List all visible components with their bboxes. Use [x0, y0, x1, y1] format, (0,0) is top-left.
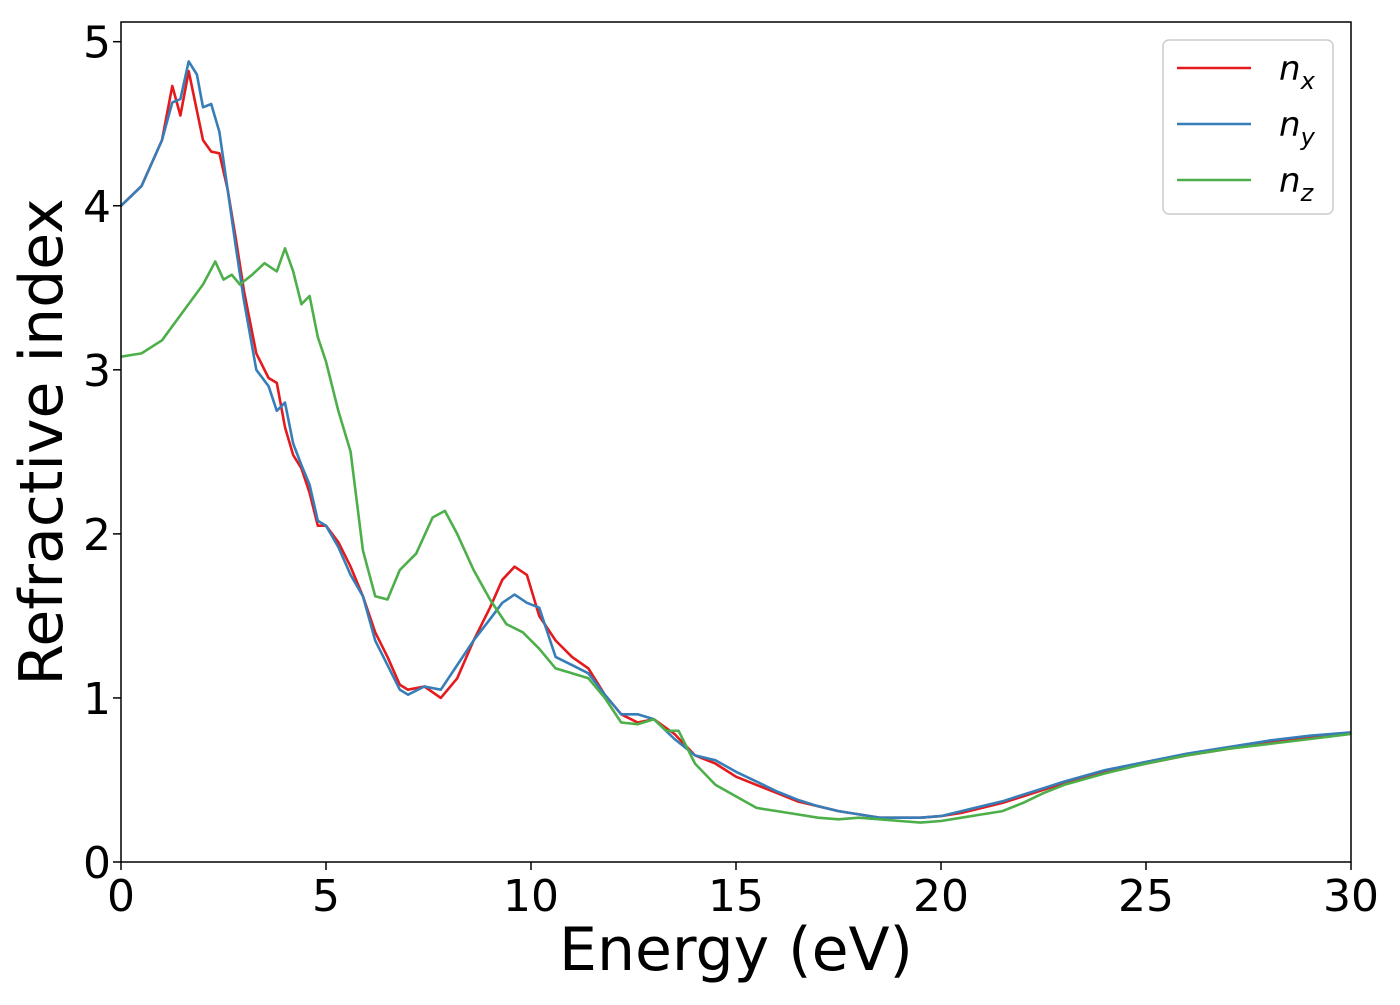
y-tick-label: 3 [83, 346, 111, 397]
y-tick-label: 2 [83, 510, 111, 561]
y-axis-ticks: 0 1 2 3 4 5 [83, 18, 121, 889]
y-tick-label: 4 [83, 182, 111, 233]
x-tick-label: 30 [1323, 871, 1379, 922]
y-tick-label: 1 [83, 674, 111, 725]
y-axis-title: Refractive index [7, 198, 77, 685]
x-axis-ticks: 0 5 10 15 20 25 30 [107, 862, 1379, 922]
y-tick-label: 0 [83, 838, 111, 889]
x-tick-label: 10 [503, 871, 559, 922]
x-tick-label: 0 [107, 871, 135, 922]
x-tick-label: 5 [312, 871, 340, 922]
x-tick-label: 25 [1118, 871, 1174, 922]
series-line-nz [121, 247, 1351, 824]
series-layer [121, 60, 1351, 824]
x-axis-title: Energy (eV) [559, 915, 913, 985]
x-tick-label: 20 [913, 871, 969, 922]
y-tick-label: 5 [83, 18, 111, 69]
series-line-ny [121, 60, 1351, 820]
legend-box [1162, 39, 1334, 215]
x-tick-label: 15 [708, 871, 764, 922]
